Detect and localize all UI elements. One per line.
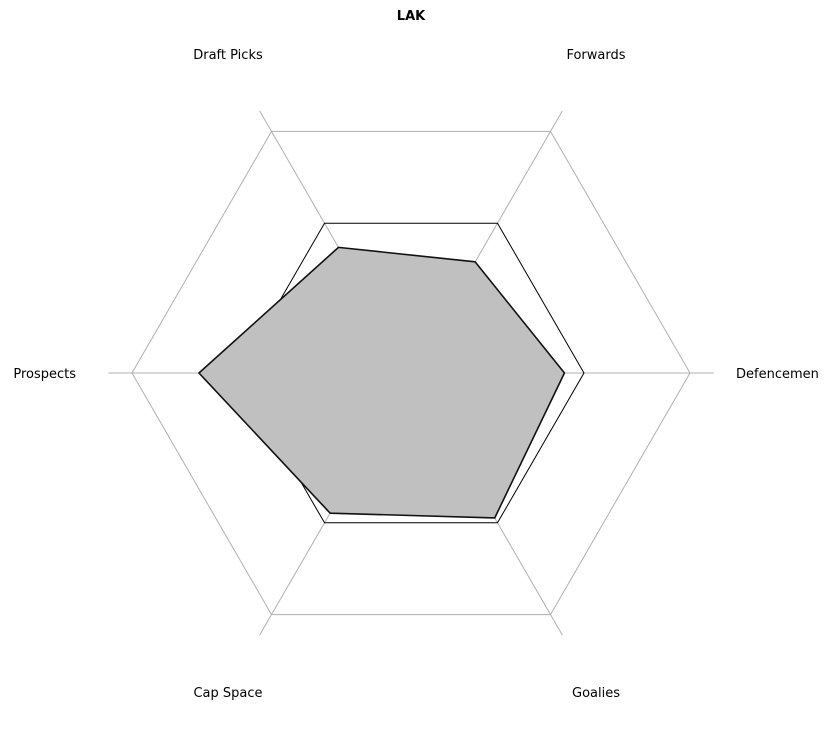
- axis-label-defencemen: Defencemen: [736, 367, 819, 382]
- axis-label-prospects: Prospects: [13, 367, 76, 382]
- axis-label-goalies: Goalies: [572, 686, 620, 701]
- series-area-0: [199, 247, 564, 518]
- series-layer: [199, 247, 564, 518]
- axis-label-draft-picks: Draft Picks: [193, 48, 263, 63]
- axis-label-cap-space: Cap Space: [193, 686, 262, 701]
- axis-label-forwards: Forwards: [566, 48, 625, 63]
- chart-title: LAK: [397, 9, 426, 24]
